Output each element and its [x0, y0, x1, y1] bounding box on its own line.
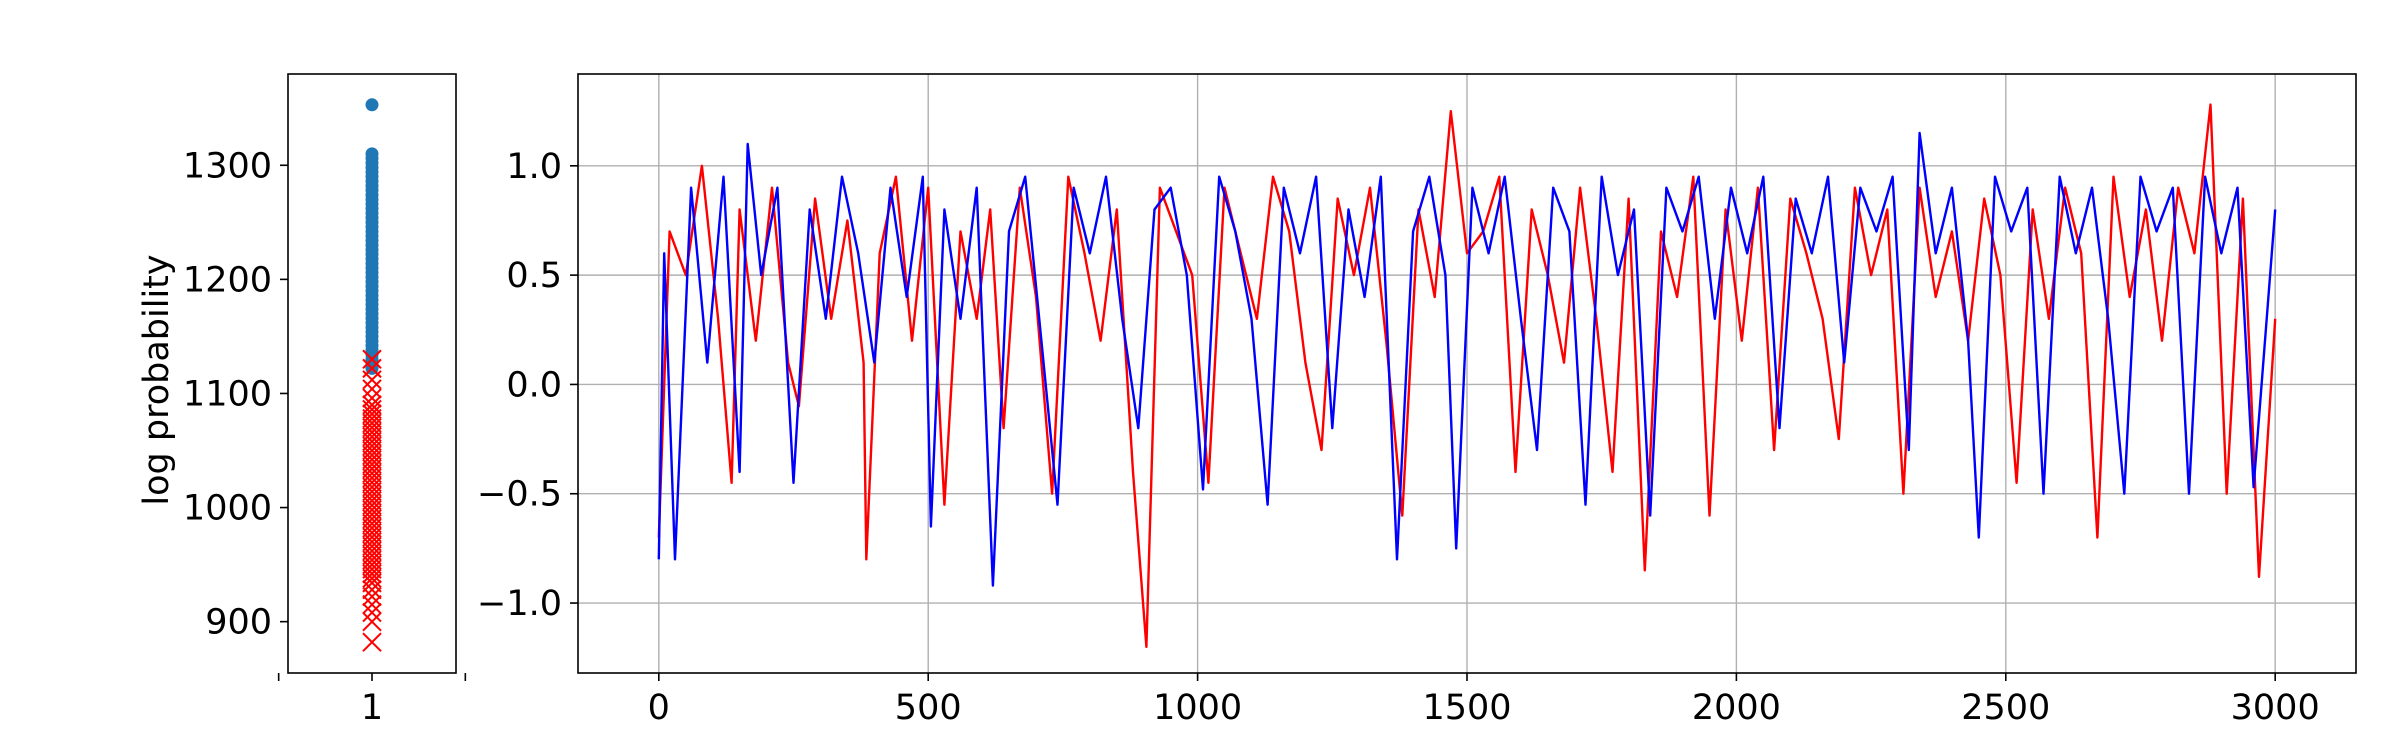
- right-axes-layer: 0 500 1000 1500 2000 2500 3000 −1.0 −0.5 0.0 0.5 1.…: [477, 73, 2357, 728]
- scatter-point-x-27: [362, 495, 382, 515]
- right-y-tick-label-4: 1.0: [506, 147, 562, 187]
- scatter-point-x-24: [362, 481, 382, 502]
- right-x-tick-label-3: 1500: [1422, 688, 1511, 728]
- scatter-point-x-12: [362, 427, 382, 447]
- scatter-point-x-28: [362, 500, 382, 520]
- series-line-0: [657, 103, 2277, 648]
- scatter-point-x-25: [362, 486, 382, 506]
- scatter-point-x-26: [362, 491, 382, 511]
- scatter-point-x-36: [362, 536, 382, 557]
- scatter-point-x-33: [362, 522, 382, 543]
- scatter-point-x-42: [362, 564, 382, 584]
- scatter-point-x-6: [362, 399, 382, 420]
- right-x-tick-label-5: 2500: [1961, 688, 2050, 728]
- scatter-point-x-37: [362, 541, 382, 561]
- scatter-point-x-50: [362, 632, 382, 652]
- scatter-point-x-9: [362, 413, 382, 433]
- right-x-tick-label-4: 2000: [1692, 688, 1781, 728]
- right-x-tick-label-0: 0: [648, 688, 670, 728]
- scatter-point-x-3: [362, 379, 382, 399]
- trace-line-panel: 0 500 1000 1500 2000 2500 3000 −1.0 −0.5 0.0 0.5 1.…: [477, 73, 2357, 728]
- left-y-tick-label-4: 1300: [183, 146, 272, 186]
- scatter-point-x-44: [362, 573, 382, 593]
- scatter-point-x-23: [362, 477, 382, 497]
- right-y-tick-label-2: 0.0: [506, 365, 562, 405]
- scatter-point-x-30: [362, 509, 382, 529]
- scatter-point-x-10: [362, 417, 382, 438]
- left-y-tick-label-0: 900: [205, 603, 272, 643]
- series-line-1: [657, 131, 2277, 587]
- scatter-point-x-31: [362, 513, 382, 534]
- right-series-layer: [657, 103, 2277, 648]
- scatter-point-x-35: [362, 532, 382, 552]
- left-y-tick-label-2: 1100: [183, 374, 272, 414]
- right-y-tick-label-1: −0.5: [477, 475, 562, 515]
- right-x-tick-label-2: 1000: [1153, 688, 1242, 728]
- scatter-point-x-18: [362, 454, 382, 474]
- scatter-point-x-34: [362, 527, 382, 547]
- left-points-layer: [362, 98, 382, 652]
- scatter-point-x-29: [362, 504, 382, 525]
- scatter-point-x-14: [362, 436, 382, 456]
- left-y-axis-label: log probability: [137, 254, 177, 505]
- right-x-tick-label-6: 3000: [2231, 688, 2320, 728]
- scatter-point-x-39: [362, 550, 382, 570]
- scatter-point-x-0: [362, 349, 382, 369]
- scatter-point-x-15: [362, 440, 382, 461]
- scatter-point-x-8: [362, 408, 382, 429]
- scatter-point-x-32: [362, 518, 382, 538]
- scatter-point-x-7: [362, 404, 382, 424]
- left-y-tick-label-3: 1200: [183, 260, 272, 300]
- scatter-point-x-19: [362, 459, 382, 479]
- scatter-point-x-38: [362, 545, 382, 566]
- scatter-point-x-5: [362, 395, 382, 415]
- scatter-point-x-46: [362, 586, 382, 607]
- scatter-point-x-49: [362, 611, 382, 632]
- right-y-tick-label-0: −1.0: [477, 584, 562, 624]
- scatter-point-x-47: [362, 594, 382, 615]
- left-y-tick-label-1: 1000: [183, 489, 272, 529]
- log-probability-scatter-panel: 900 1000 1100 1200 1300 1 log probability: [137, 73, 467, 728]
- right-x-tick-label-1: 500: [895, 688, 962, 728]
- scatter-point-x-17: [362, 449, 382, 470]
- right-grid-layer: [578, 74, 2356, 673]
- scatter-point-circle-0: [365, 98, 379, 112]
- scatter-point-x-48: [362, 602, 382, 623]
- scatter-point-x-21: [362, 468, 382, 488]
- scatter-point-x-20: [362, 463, 382, 484]
- right-y-tick-label-3: 0.5: [506, 256, 562, 296]
- scatter-point-x-2: [362, 370, 382, 390]
- scatter-point-x-41: [362, 559, 382, 579]
- scatter-point-x-16: [362, 445, 382, 465]
- scatter-point-x-11: [362, 422, 382, 442]
- scatter-point-x-13: [362, 431, 382, 452]
- scatter-point-x-40: [362, 554, 382, 575]
- left-x-tick-label-0: 1: [361, 688, 383, 728]
- scatter-point-x-22: [362, 472, 382, 493]
- scatter-point-x-45: [362, 580, 382, 600]
- left-axes-layer: 900 1000 1100 1200 1300 1: [183, 73, 467, 728]
